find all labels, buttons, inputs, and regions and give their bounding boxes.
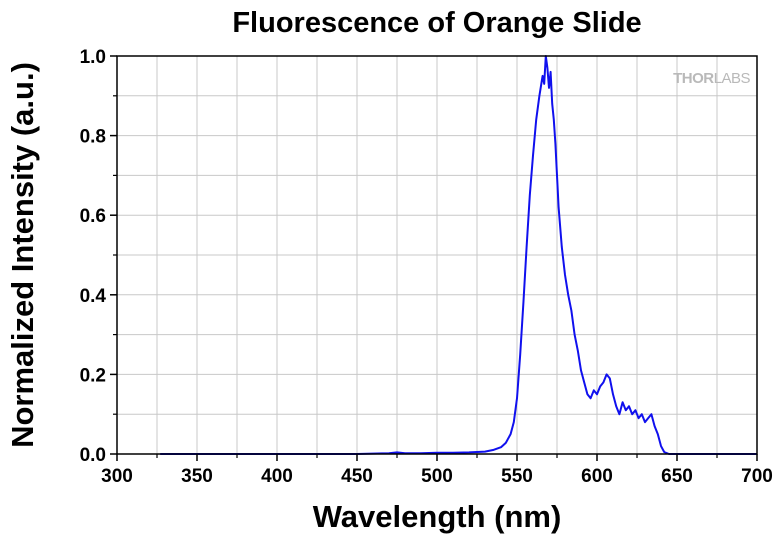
x-tick-label: 600 <box>581 466 613 487</box>
y-tick-label: 0.4 <box>80 286 107 307</box>
x-tick-label: 650 <box>661 466 693 487</box>
y-tick-label: 1.0 <box>80 47 106 68</box>
watermark-text: THORLABS <box>673 70 750 87</box>
y-axis-label: Normalized Intensity (a.u.) <box>5 62 40 448</box>
x-tick-label: 350 <box>181 466 213 487</box>
x-tick-label: 500 <box>421 466 453 487</box>
x-axis-label: Wavelength (nm) <box>313 499 562 534</box>
watermark-bold: THOR <box>673 70 714 87</box>
x-tick-label: 550 <box>501 466 533 487</box>
x-tick-label: 400 <box>261 466 293 487</box>
tick-marks <box>110 55 758 461</box>
series-group <box>160 55 757 455</box>
y-tick-label: 0.8 <box>80 127 106 148</box>
grid-lines <box>117 56 757 454</box>
chart-title: Fluorescence of Orange Slide <box>232 7 641 39</box>
series-line-0 <box>160 55 757 455</box>
x-tick-label: 450 <box>341 466 373 487</box>
x-tick-label: 700 <box>741 466 773 487</box>
y-tick-label: 0.0 <box>80 445 106 466</box>
watermark-light: LABS <box>714 70 751 87</box>
y-tick-label: 0.6 <box>80 206 106 227</box>
y-tick-label: 0.2 <box>80 365 106 386</box>
x-tick-label: 300 <box>101 466 133 487</box>
tick-labels: 300 350 400 450 500 550 600 650 700 0.0 0.2 0.4 0.6 0… <box>80 47 773 487</box>
thorlabs-watermark: THORLABS <box>673 70 751 87</box>
